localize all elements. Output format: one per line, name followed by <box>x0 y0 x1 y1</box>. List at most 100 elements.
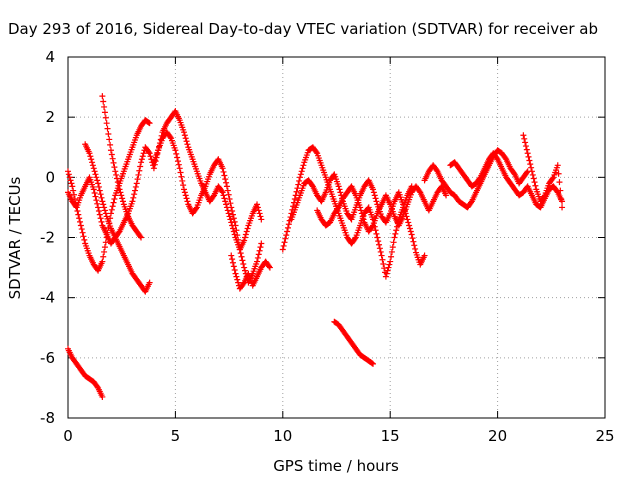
data-point <box>528 168 535 175</box>
data-point <box>241 237 248 244</box>
data-point <box>119 195 126 202</box>
data-point <box>294 185 301 192</box>
data-point <box>223 201 230 208</box>
data-point <box>285 221 292 228</box>
data-point <box>80 233 87 240</box>
data-point <box>210 193 217 200</box>
data-point <box>525 153 532 160</box>
data-point <box>374 234 381 241</box>
data-point <box>295 181 302 188</box>
data-point <box>135 171 142 178</box>
data-point <box>255 251 262 258</box>
data-point <box>131 191 138 198</box>
data-point <box>298 168 305 175</box>
data-point <box>373 198 380 205</box>
data-point <box>178 173 185 180</box>
data-point <box>181 189 188 196</box>
data-point <box>103 234 110 241</box>
data-point <box>98 194 105 201</box>
y-tick-label: 2 <box>45 108 55 126</box>
data-point <box>531 179 538 186</box>
data-point <box>226 195 233 202</box>
data-point <box>230 263 237 270</box>
y-tick-label: -2 <box>40 229 55 247</box>
data-point <box>360 216 367 223</box>
data-point <box>372 227 379 234</box>
data-point <box>115 229 122 236</box>
data-point <box>225 210 232 217</box>
data-point <box>92 171 99 178</box>
data-point <box>377 248 384 255</box>
data-point <box>97 191 104 198</box>
data-point <box>101 109 108 116</box>
grid-lines <box>68 57 605 418</box>
data-point <box>229 225 236 232</box>
data-point <box>234 232 241 239</box>
data-point <box>228 252 235 259</box>
data-point <box>379 256 386 263</box>
data-point <box>136 167 143 174</box>
data-point <box>69 183 76 190</box>
data-point <box>228 204 235 211</box>
data-point <box>380 260 387 267</box>
data-point <box>99 93 106 100</box>
data-point <box>146 120 153 127</box>
y-tick-label: -8 <box>40 409 55 427</box>
y-tick-label: -4 <box>40 289 55 307</box>
data-point <box>105 131 112 138</box>
data-point <box>309 182 316 189</box>
data-point <box>235 236 242 243</box>
data-point <box>103 120 110 127</box>
series-trace-k <box>331 318 377 367</box>
data-point <box>221 195 228 202</box>
data-point <box>300 162 307 169</box>
data-point <box>132 187 139 194</box>
data-point <box>358 210 365 217</box>
data-point <box>89 162 96 169</box>
data-point <box>357 207 364 214</box>
data-point <box>372 195 379 202</box>
data-point <box>101 248 108 255</box>
data-point <box>382 273 389 280</box>
data-point <box>369 360 376 367</box>
data-point <box>359 213 366 220</box>
data-point <box>65 168 71 175</box>
data-point <box>232 222 239 229</box>
data-point <box>510 170 517 177</box>
data-point <box>237 250 244 257</box>
y-tick-labels: -8 -6 -4 -2 0 2 4 <box>40 48 55 427</box>
data-point <box>174 154 181 161</box>
data-point <box>220 168 227 175</box>
data-point <box>89 159 96 166</box>
data-point <box>391 234 398 241</box>
data-point <box>95 183 102 190</box>
data-point <box>528 164 535 171</box>
data-point <box>223 183 230 190</box>
chart-title: Day 293 of 2016, Sidereal Day-to-day VTE… <box>8 20 598 38</box>
data-point <box>241 267 248 274</box>
data-point <box>254 204 261 211</box>
data-point <box>98 218 105 225</box>
data-point <box>376 241 383 248</box>
data-point <box>138 156 145 163</box>
data-point <box>522 143 529 150</box>
data-point <box>421 252 428 259</box>
data-point <box>94 177 101 184</box>
data-point <box>375 238 382 245</box>
data-point <box>179 177 186 184</box>
data-point <box>296 177 303 184</box>
data-point <box>233 227 240 234</box>
data-point <box>502 155 509 162</box>
data-point <box>557 187 564 194</box>
data-point <box>390 239 397 246</box>
data-point <box>229 208 236 215</box>
data-point <box>183 138 190 145</box>
series-trace-d <box>99 93 145 241</box>
data-point <box>110 159 117 166</box>
data-point <box>476 175 483 182</box>
data-point <box>133 180 140 187</box>
data-point <box>266 264 273 271</box>
data-point <box>219 165 226 172</box>
data-point <box>68 180 75 187</box>
data-point <box>229 256 236 263</box>
